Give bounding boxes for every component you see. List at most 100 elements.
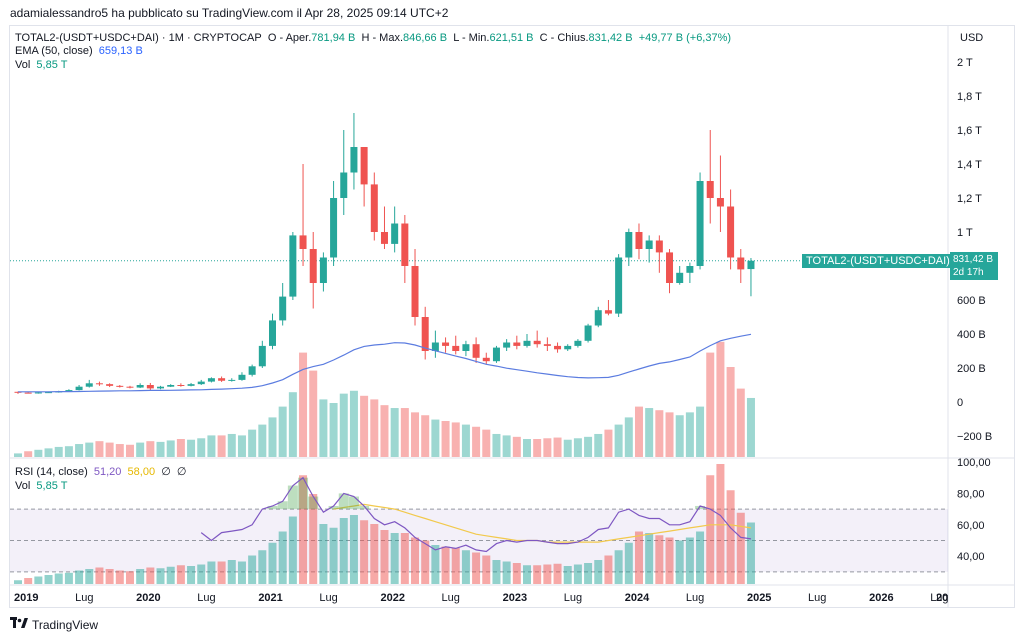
tradingview-logo[interactable]: TradingView bbox=[10, 617, 98, 632]
rsi-pane-volume-bar bbox=[421, 540, 430, 584]
rsi-pane-volume-bar bbox=[563, 566, 572, 584]
rsi-pane-volume-bar bbox=[472, 552, 481, 584]
rsi-overbought-fill bbox=[695, 505, 706, 510]
time-axis-label: 2024 bbox=[625, 592, 650, 604]
volume-bar bbox=[268, 417, 277, 457]
time-axis-label: Lug bbox=[75, 592, 93, 604]
time-axis-label: 2019 bbox=[14, 592, 38, 604]
volume-bar bbox=[125, 444, 134, 457]
volume-bar bbox=[187, 439, 196, 457]
ema-value: 659,13 B bbox=[98, 45, 143, 57]
rsi-label: RSI (14, close) bbox=[15, 466, 88, 478]
candle-body bbox=[370, 184, 378, 232]
rsi-pane-volume-bar bbox=[614, 550, 623, 584]
low-value: 621,51 B bbox=[489, 32, 534, 44]
rsi-pane-volume-bar bbox=[400, 533, 409, 584]
candle-body bbox=[350, 147, 358, 173]
candle-body bbox=[533, 340, 541, 345]
price-axis-label: 400 B bbox=[957, 329, 986, 341]
time-axis-label: 20 bbox=[936, 592, 948, 604]
symbol-label[interactable]: TOTAL2-(USDT+USDC+DAI) · 1M · CRYPTOCAP bbox=[15, 32, 262, 44]
volume-bar bbox=[696, 406, 705, 457]
time-axis-label: Lug bbox=[442, 592, 460, 604]
rsi-overbought-fill bbox=[359, 505, 370, 510]
countdown-value: 2d 17h bbox=[953, 267, 984, 278]
rsi-pane-volume-bar bbox=[227, 560, 236, 584]
rsi-pane-volume-bar bbox=[675, 540, 684, 584]
rsi-pane-volume-bar bbox=[492, 560, 501, 584]
candle-body bbox=[157, 386, 165, 389]
candle-body bbox=[75, 386, 83, 391]
volume-bar bbox=[237, 435, 246, 457]
price-axis-label: 0 bbox=[957, 397, 963, 409]
volume-bar bbox=[716, 341, 725, 457]
rsi-pane-volume-bar bbox=[696, 531, 705, 584]
rsi-pane-volume-bar bbox=[523, 565, 531, 584]
volume-bar bbox=[85, 442, 94, 457]
rsi-pane-volume-bar bbox=[329, 527, 338, 584]
rsi-pane-volume-bar bbox=[85, 569, 94, 584]
volume-bar bbox=[54, 446, 63, 457]
time-axis-label: Lug bbox=[930, 592, 948, 604]
rsi-pane-volume-bar bbox=[197, 564, 206, 584]
ema-legend[interactable]: EMA (50, close) 659,13 B bbox=[15, 45, 143, 57]
volume-bar bbox=[24, 451, 33, 457]
ema-label: EMA (50, close) bbox=[15, 45, 93, 57]
time-axis-label: Lug bbox=[319, 592, 337, 604]
volume-bar bbox=[706, 352, 715, 457]
volume-bar bbox=[207, 435, 216, 457]
volume-bar bbox=[258, 424, 267, 457]
volume-legend[interactable]: Vol 5,85 T bbox=[15, 59, 67, 71]
time-axis-label: Lug bbox=[564, 592, 582, 604]
rsi-pane-volume-bar bbox=[309, 494, 318, 584]
rsi-pane-volume-bar bbox=[461, 550, 470, 584]
volume-bar bbox=[523, 439, 531, 457]
rsi-overbought-fill bbox=[328, 505, 339, 510]
candle-body bbox=[442, 342, 450, 346]
candle-body bbox=[197, 381, 205, 385]
volume-bar bbox=[299, 352, 308, 457]
open-value: 781,94 B bbox=[311, 32, 356, 44]
rsi-pane-volume-bar bbox=[248, 555, 257, 584]
candle-body bbox=[65, 390, 73, 392]
publisher-caption: adamialessandro5 ha pubblicato su Tradin… bbox=[10, 6, 449, 20]
rsi-legend[interactable]: RSI (14, close) 51,20 58,00 ∅ ∅ bbox=[15, 465, 187, 478]
rsi-axis-label: 100,00 bbox=[957, 457, 991, 469]
time-axis-label: 2025 bbox=[747, 592, 771, 604]
rsi-pane-volume-bar bbox=[370, 524, 379, 584]
volume-bar bbox=[227, 433, 236, 457]
rsi-overbought-fill bbox=[348, 496, 359, 510]
rsi-extra-2: ∅ bbox=[176, 466, 187, 478]
volume-bar bbox=[655, 410, 664, 457]
candle-body bbox=[727, 206, 735, 258]
volume-bar bbox=[563, 439, 572, 457]
footer-brand: TradingView bbox=[32, 617, 99, 632]
candle-body bbox=[554, 345, 562, 350]
candle-body bbox=[543, 344, 551, 346]
candle-body bbox=[747, 260, 755, 270]
volume-bar bbox=[75, 444, 84, 457]
candle-body bbox=[34, 392, 42, 394]
rsi-pane-volume-bar bbox=[105, 569, 114, 584]
candle-body bbox=[706, 181, 714, 198]
volume-bar bbox=[502, 435, 511, 457]
volume-bar bbox=[553, 437, 562, 457]
candle-body bbox=[462, 344, 470, 351]
candle-body bbox=[248, 366, 256, 375]
rsi-pane-volume-bar bbox=[64, 572, 73, 584]
volume-bar bbox=[451, 422, 460, 457]
candle-body bbox=[45, 392, 53, 394]
volume-bar bbox=[634, 406, 643, 457]
rsi-pane-volume-bar bbox=[533, 565, 542, 584]
last-price-value: 831,42 B bbox=[953, 254, 994, 265]
rsi-pane-volume-bar bbox=[634, 531, 643, 584]
volume-bar bbox=[512, 436, 521, 457]
candle-body bbox=[340, 172, 348, 198]
volume-bar bbox=[176, 439, 185, 457]
rsi-vol-value: 5,85 T bbox=[36, 480, 68, 492]
candle-body bbox=[299, 235, 307, 249]
rsi-volume-legend[interactable]: Vol 5,85 T bbox=[15, 480, 67, 492]
candle-body bbox=[360, 147, 368, 185]
currency-label: USD bbox=[960, 32, 983, 44]
